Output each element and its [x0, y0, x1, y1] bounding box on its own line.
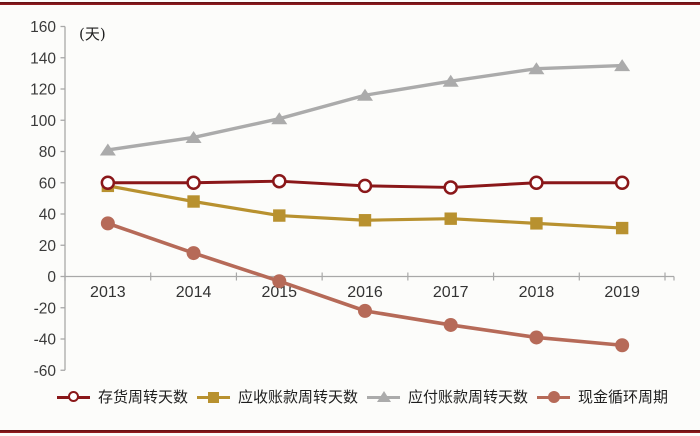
data-point-receivable-turnover-days [187, 195, 200, 208]
x-axis-year-label: 2014 [176, 284, 212, 301]
y-axis-tick-label: -60 [34, 363, 57, 380]
chart-legend: 存货周转天数 应收账款周转天数 应付账款周转天数 现金循环周期 [57, 389, 700, 405]
data-point-cash-conversion-cycle [100, 216, 115, 231]
circle-marker-icon [547, 391, 560, 403]
y-axis-tick-label: 80 [39, 144, 57, 161]
line-chart: 160 140 120 100 80 60 40 20 0 -20 -40 -60 (天) 2013 201… [30, 19, 675, 380]
legend-item-payable-turnover-days: 应付账款周转天数 [367, 389, 528, 405]
y-axis-tick-label: 120 [30, 82, 56, 99]
x-axis-year-label: 2019 [604, 284, 640, 301]
data-point-payable-turnover-days [528, 62, 545, 75]
data-point-cash-conversion-cycle [358, 303, 372, 318]
data-point-inventory-turnover-days [100, 175, 116, 190]
y-axis-tick-label: 100 [30, 113, 56, 130]
legend-line-sample [57, 389, 90, 405]
legend-label: 现金循环周期 [578, 388, 669, 406]
data-point-payable-turnover-days [99, 143, 116, 156]
bottom-border-line [0, 430, 700, 433]
data-point-payable-turnover-days [442, 74, 459, 87]
data-point-cash-conversion-cycle [186, 246, 201, 261]
y-axis-tick-label: 160 [30, 19, 56, 36]
legend-item-receivable-turnover-days: 应收账款周转天数 [197, 389, 358, 405]
data-point-receivable-turnover-days [273, 209, 286, 222]
y-axis-unit-label: (天) [79, 25, 106, 43]
y-axis-tick-label: 140 [30, 50, 56, 67]
data-point-cash-conversion-cycle [529, 330, 544, 345]
x-axis-year-label: 2017 [433, 284, 469, 301]
y-axis-tick-label: 60 [39, 175, 57, 192]
legend-line-sample [367, 389, 401, 405]
data-point-inventory-turnover-days [614, 175, 630, 190]
x-axis-year-label: 2015 [261, 284, 297, 301]
square-marker-icon [208, 391, 220, 403]
series-line-payable-turnover-days [106, 63, 624, 152]
data-point-cash-conversion-cycle [443, 317, 458, 332]
legend-line-sample [537, 389, 571, 405]
data-point-payable-turnover-days [357, 88, 373, 101]
legend-label: 存货周转天数 [98, 388, 189, 406]
y-axis-tick-label: 40 [39, 207, 57, 224]
y-axis-tick-label: -40 [34, 332, 57, 349]
data-point-receivable-turnover-days [444, 212, 457, 225]
legend-label: 应收账款周转天数 [238, 388, 359, 406]
data-point-payable-turnover-days [614, 59, 631, 72]
legend-item-cash-conversion-cycle: 现金循环周期 [537, 389, 668, 405]
data-point-receivable-turnover-days [358, 214, 372, 227]
data-point-inventory-turnover-days [443, 180, 458, 195]
x-axis-year-label: 2016 [347, 284, 383, 301]
data-point-payable-turnover-days [185, 130, 202, 143]
data-point-inventory-turnover-days [529, 175, 544, 190]
y-axis-tick-label: 20 [39, 238, 57, 255]
legend-item-inventory-turnover-days: 存货周转天数 [57, 389, 188, 405]
data-point-inventory-turnover-days [357, 178, 373, 194]
data-point-receivable-turnover-days [530, 217, 543, 230]
data-point-payable-turnover-days [271, 112, 288, 125]
x-axis-year-label: 2018 [519, 284, 555, 301]
x-axis-year-label: 2013 [90, 284, 126, 301]
data-point-inventory-turnover-days [186, 175, 201, 190]
top-border-line [0, 2, 700, 5]
legend-line-sample [197, 389, 231, 405]
data-point-cash-conversion-cycle [272, 274, 287, 289]
triangle-marker-icon [377, 391, 392, 402]
open-circle-marker-icon [67, 391, 79, 402]
data-point-inventory-turnover-days [272, 173, 287, 189]
y-axis-tick-label: 0 [47, 269, 56, 286]
data-point-receivable-turnover-days [615, 221, 629, 235]
data-point-cash-conversion-cycle [615, 338, 630, 353]
y-axis-tick-label: -20 [34, 300, 57, 317]
legend-label: 应付账款周转天数 [408, 388, 529, 406]
